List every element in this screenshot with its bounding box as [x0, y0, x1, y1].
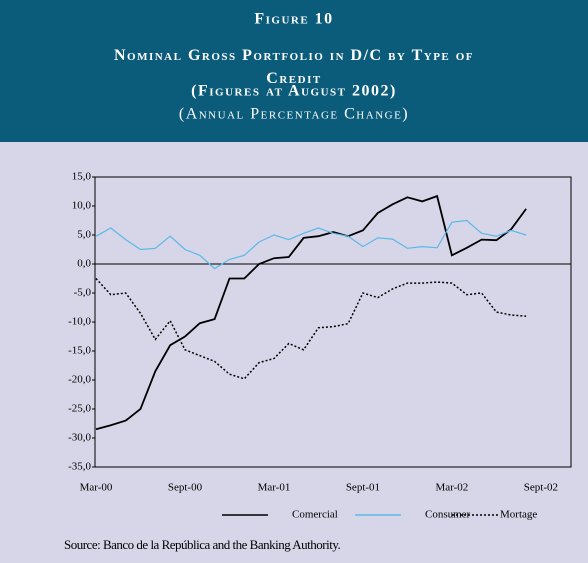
source: Source: Banco de la República and the Ba…: [64, 537, 340, 552]
legend-label: Comercial: [292, 509, 338, 521]
x-tick-label: Mar-00: [80, 482, 113, 494]
y-tick-label: -15,0: [68, 345, 91, 357]
legend-label: Mortage: [500, 509, 537, 521]
y-tick-label: -25,0: [68, 403, 91, 415]
x-tick-label: Sept-01: [346, 482, 380, 494]
y-tick-label: -35,0: [68, 461, 91, 473]
x-tick-label: Mar-02: [436, 482, 469, 494]
y-tick-label: -5,0: [74, 287, 92, 299]
series-line: [95, 277, 527, 380]
y-tick-label: 5,0: [77, 229, 91, 241]
title-line: Credit: [266, 70, 321, 87]
y-tick-label: -20,0: [68, 374, 91, 386]
y-tick-label: 15,0: [72, 171, 92, 183]
subtitle: (Annual Percentage Change): [179, 106, 409, 123]
series-line: [95, 194, 527, 431]
x-tick-label: Mar-01: [258, 482, 291, 494]
header-band: [0, 0, 588, 142]
y-tick-label: 10,0: [72, 200, 92, 212]
title-line: Nominal Gross Portfolio in D/C by Type o…: [114, 47, 474, 64]
x-tick-label: Sept-02: [524, 482, 558, 494]
figure-label: Figure 10: [254, 11, 333, 28]
x-tick-label: Sept-00: [168, 482, 203, 494]
series-line: [95, 219, 527, 270]
y-tick-label: 0,0: [77, 258, 91, 270]
y-tick-label: -10,0: [68, 316, 91, 328]
panel: [0, 142, 588, 563]
chart-title: Nominal Gross Portfolio in D/C by Type o…: [114, 47, 474, 87]
legend-label: Consumer: [425, 509, 471, 521]
y-tick-label: -30,0: [68, 432, 91, 444]
subtitle: (Figures at August 2002): [191, 83, 397, 100]
